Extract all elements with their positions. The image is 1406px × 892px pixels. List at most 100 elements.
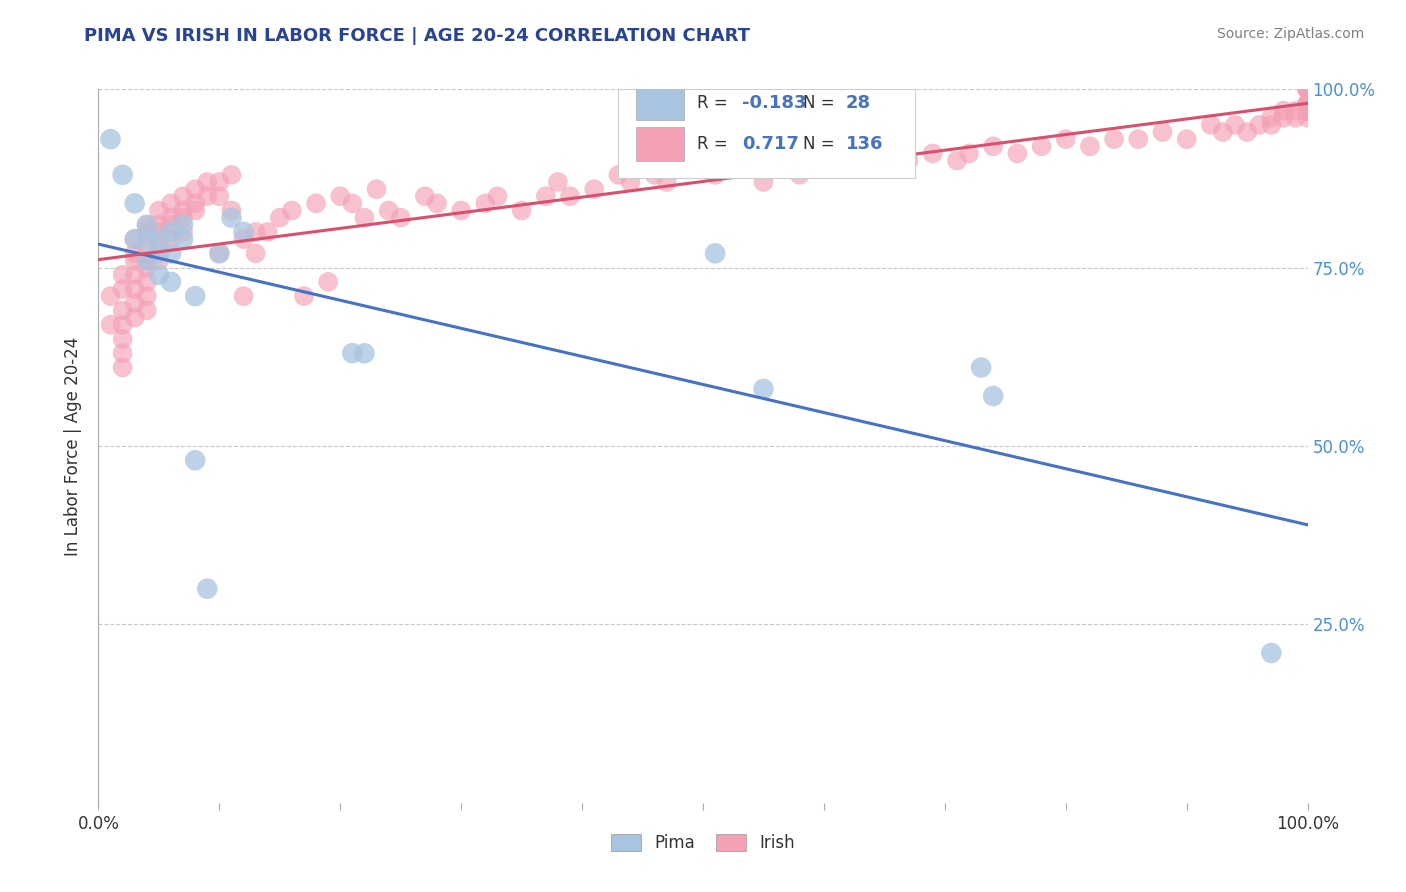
Point <box>124 196 146 211</box>
Point <box>316 275 339 289</box>
Point <box>195 175 218 189</box>
Point <box>111 168 134 182</box>
Point <box>607 168 630 182</box>
Point <box>135 253 157 268</box>
Point <box>776 161 799 175</box>
Point <box>148 239 170 253</box>
Point <box>1249 118 1271 132</box>
Point <box>148 218 170 232</box>
Point <box>728 161 751 175</box>
Point <box>1296 82 1319 96</box>
Point <box>413 189 436 203</box>
Point <box>1199 118 1222 132</box>
Point <box>679 161 702 175</box>
Point <box>704 246 727 260</box>
FancyBboxPatch shape <box>637 127 683 161</box>
FancyBboxPatch shape <box>619 89 915 178</box>
Point <box>100 132 122 146</box>
Point <box>619 175 641 189</box>
Point <box>148 203 170 218</box>
Point <box>208 246 231 260</box>
Point <box>1260 646 1282 660</box>
Point <box>1296 96 1319 111</box>
Text: 0.717: 0.717 <box>742 135 799 153</box>
Point <box>353 211 375 225</box>
Point <box>389 211 412 225</box>
Point <box>486 189 509 203</box>
Point <box>172 211 194 225</box>
Point <box>195 189 218 203</box>
Point <box>1296 82 1319 96</box>
Point <box>957 146 980 161</box>
Point <box>1272 103 1295 118</box>
Point <box>221 168 243 182</box>
Point <box>342 196 364 211</box>
Point <box>558 189 581 203</box>
Point <box>124 310 146 325</box>
Point <box>232 289 254 303</box>
Point <box>1078 139 1101 153</box>
Point <box>184 289 207 303</box>
Point <box>1296 82 1319 96</box>
Point <box>813 153 835 168</box>
Point <box>1296 96 1319 111</box>
Point <box>353 346 375 360</box>
Point <box>184 453 207 467</box>
Point <box>342 346 364 360</box>
Point <box>100 289 122 303</box>
Point <box>474 196 496 211</box>
Point <box>124 232 146 246</box>
Text: 28: 28 <box>845 94 870 112</box>
Point <box>329 189 352 203</box>
Point <box>534 189 557 203</box>
Point <box>256 225 278 239</box>
Text: R =: R = <box>697 94 733 112</box>
Point <box>1296 103 1319 118</box>
Point <box>873 146 896 161</box>
Point <box>981 389 1004 403</box>
Point <box>1031 139 1053 153</box>
Point <box>245 225 267 239</box>
Point <box>160 246 183 260</box>
Point <box>305 196 328 211</box>
Point <box>269 211 291 225</box>
Point <box>970 360 993 375</box>
Text: -0.183: -0.183 <box>742 94 806 112</box>
Point <box>135 289 157 303</box>
Point <box>111 303 134 318</box>
Point <box>208 189 231 203</box>
Point <box>221 203 243 218</box>
Point <box>208 175 231 189</box>
Point <box>148 232 170 246</box>
Point <box>921 146 943 161</box>
Point <box>160 232 183 246</box>
Y-axis label: In Labor Force | Age 20-24: In Labor Force | Age 20-24 <box>65 336 83 556</box>
Point <box>426 196 449 211</box>
Point <box>1296 82 1319 96</box>
Point <box>1296 82 1319 96</box>
Point <box>124 253 146 268</box>
Point <box>184 196 207 211</box>
Text: 136: 136 <box>845 135 883 153</box>
Text: N =: N = <box>803 94 841 112</box>
Point <box>1296 96 1319 111</box>
Point <box>232 225 254 239</box>
Point <box>510 203 533 218</box>
Point <box>1296 103 1319 118</box>
Point <box>1296 82 1319 96</box>
Point <box>100 318 122 332</box>
Point <box>849 153 872 168</box>
Point <box>1260 111 1282 125</box>
Point <box>135 232 157 246</box>
Point <box>245 246 267 260</box>
Point <box>450 203 472 218</box>
Point <box>124 232 146 246</box>
Point <box>221 211 243 225</box>
Point <box>1296 82 1319 96</box>
Point <box>111 282 134 296</box>
Point <box>1296 82 1319 96</box>
Legend: Pima, Irish: Pima, Irish <box>605 827 801 859</box>
Point <box>111 332 134 346</box>
Point <box>1296 82 1319 96</box>
FancyBboxPatch shape <box>637 86 683 120</box>
